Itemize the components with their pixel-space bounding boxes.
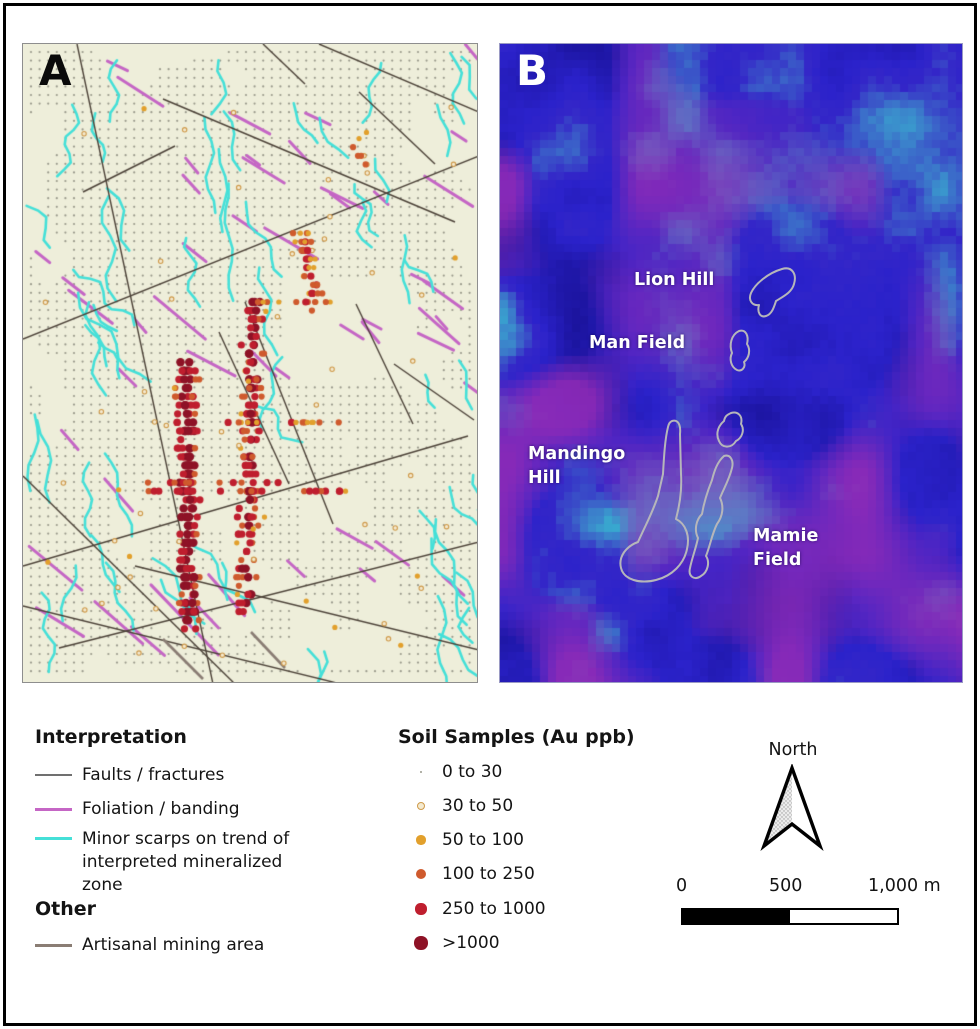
soil-dot-5 <box>414 936 428 950</box>
soil-dot-3 <box>415 868 427 880</box>
prospect-outline <box>729 329 751 372</box>
scale-tick-1000: 1,000 m <box>868 876 941 896</box>
soil-dotbox-3 <box>406 868 436 880</box>
soil-label-5: >1000 <box>442 933 500 953</box>
north-arrow-icon <box>760 764 824 851</box>
soil-label-3: 100 to 250 <box>442 864 535 884</box>
soil-dot-4 <box>415 903 427 915</box>
soil-dotbox-4 <box>406 903 436 915</box>
panel-b-label: B <box>516 46 549 95</box>
scale-tick-500: 500 <box>769 876 803 896</box>
scale-tick-0: 0 <box>676 876 688 896</box>
legend-item-soil-3: 100 to 250 <box>406 864 535 884</box>
scarps-label: Minor scarps on trend of interpreted min… <box>82 829 290 895</box>
place-label: Mandingo Hill <box>528 444 626 488</box>
prospect-outline <box>716 411 744 448</box>
soil-dot-0 <box>419 770 423 774</box>
soil-label-1: 30 to 50 <box>442 796 514 816</box>
place-label: Lion Hill <box>634 270 715 290</box>
panel-b-map: Lion Hill Man Field Mandingo Hill Mamie Fie… <box>499 43 963 683</box>
legend-item-foliation: Foliation / banding <box>35 798 240 821</box>
legend-other-title: Other <box>35 898 97 920</box>
legend-item-artisanal: Artisanal mining area <box>35 934 264 957</box>
scale-bar-filled-half <box>683 910 790 923</box>
soil-dot-2 <box>416 835 426 845</box>
foliation-line-swatch <box>35 807 72 811</box>
faults-line-swatch <box>35 774 72 777</box>
legend-item-scarps: Minor scarps on trend of interpreted min… <box>35 828 322 897</box>
foliation-label: Foliation / banding <box>82 799 240 819</box>
legend-item-faults: Faults / fractures <box>35 764 224 787</box>
interpretation-map-canvas <box>23 44 477 682</box>
soil-dotbox-2 <box>406 835 436 845</box>
panel-a-map: A <box>22 43 478 683</box>
panel-a-label: A <box>39 46 72 95</box>
legend-soil-title: Soil Samples (Au ppb) <box>398 726 635 748</box>
soil-label-0: 0 to 30 <box>442 762 503 782</box>
soil-dotbox-1 <box>406 801 436 811</box>
scarps-line-swatch <box>35 837 72 840</box>
legend-interpretation-title: Interpretation <box>35 726 187 748</box>
legend-item-soil-0: 0 to 30 <box>406 762 502 782</box>
faults-label: Faults / fractures <box>82 765 225 785</box>
soil-dot-1 <box>416 801 426 811</box>
artisanal-line-swatch <box>35 943 72 947</box>
prospect-outline <box>619 419 689 583</box>
place-label: Mamie Field <box>753 526 819 570</box>
scale-bar-rect <box>681 908 899 925</box>
north-label: North <box>768 740 818 760</box>
place-label: Man Field <box>589 333 686 353</box>
soil-dotbox-5 <box>406 936 436 950</box>
prospect-outline <box>688 454 734 579</box>
legend-item-soil-4: 250 to 1000 <box>406 899 546 919</box>
artisanal-label: Artisanal mining area <box>82 935 265 955</box>
prospect-outline <box>749 267 796 318</box>
soil-label-2: 50 to 100 <box>442 830 524 850</box>
legend-item-soil-1: 30 to 50 <box>406 796 513 816</box>
legend-item-soil-5: >1000 <box>406 933 500 953</box>
soil-dotbox-0 <box>406 770 436 774</box>
legend-item-soil-2: 50 to 100 <box>406 830 524 850</box>
prospect-outlines-overlay <box>619 267 796 583</box>
soil-label-4: 250 to 1000 <box>442 899 546 919</box>
